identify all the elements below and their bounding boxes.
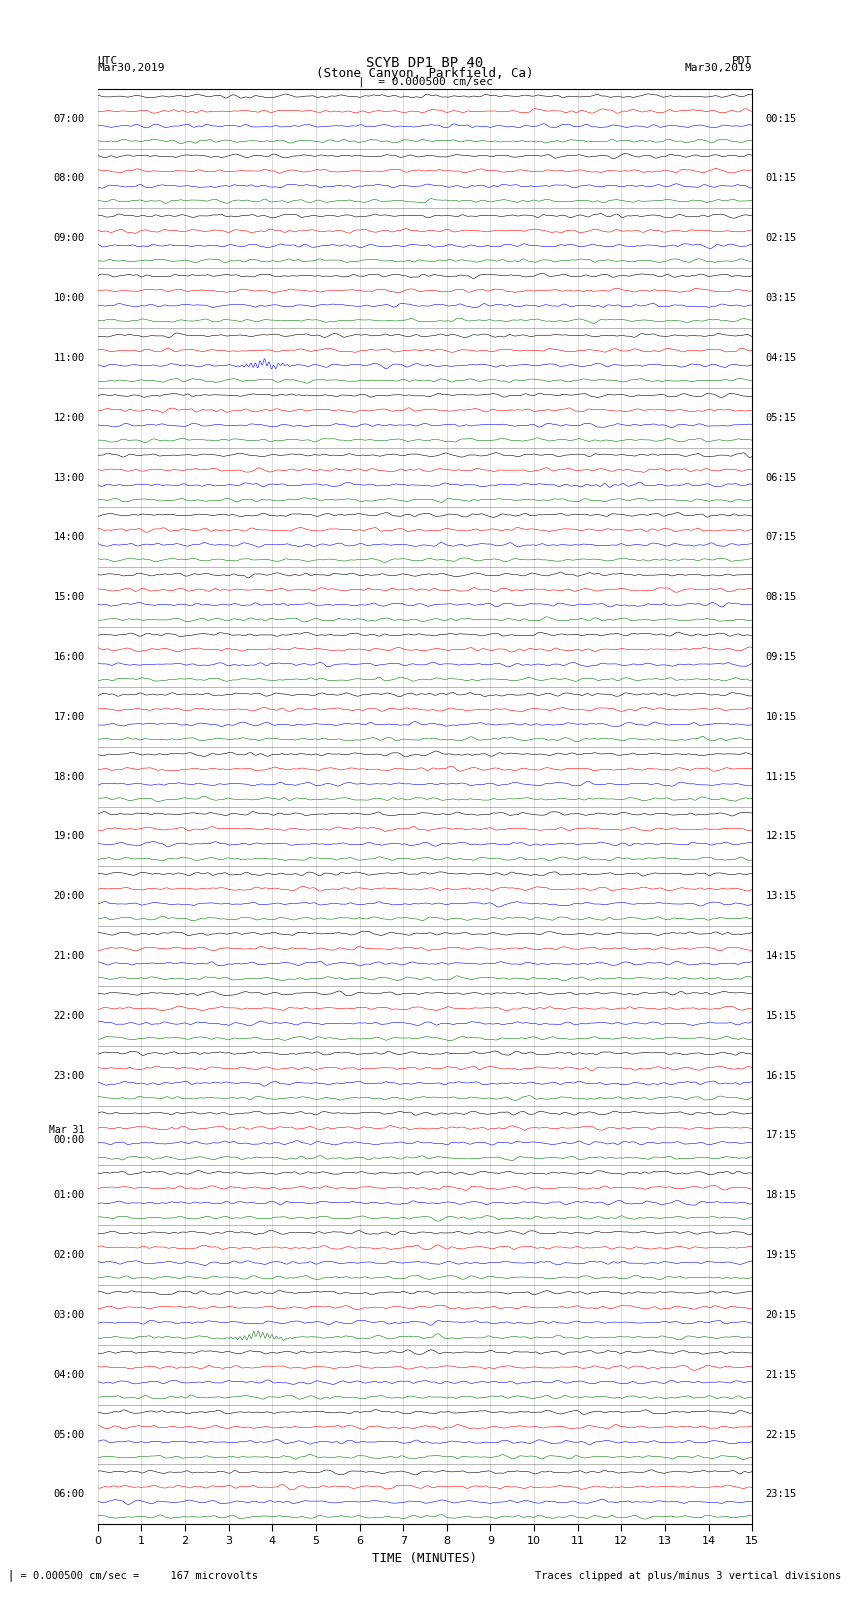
Text: 05:00: 05:00 <box>54 1429 85 1439</box>
Text: 01:00: 01:00 <box>54 1190 85 1200</box>
Text: 22:00: 22:00 <box>54 1011 85 1021</box>
Text: Mar30,2019: Mar30,2019 <box>685 63 752 73</box>
Text: 11:15: 11:15 <box>765 771 796 782</box>
Text: 21:15: 21:15 <box>765 1369 796 1379</box>
Text: 09:15: 09:15 <box>765 652 796 661</box>
Text: 11:00: 11:00 <box>54 353 85 363</box>
Text: 09:00: 09:00 <box>54 234 85 244</box>
Text: 17:00: 17:00 <box>54 711 85 721</box>
Text: 20:00: 20:00 <box>54 892 85 902</box>
Text: 03:15: 03:15 <box>765 294 796 303</box>
Text: PDT: PDT <box>732 56 752 66</box>
Text: 05:15: 05:15 <box>765 413 796 423</box>
Text: 10:15: 10:15 <box>765 711 796 721</box>
Text: Mar 31: Mar 31 <box>49 1126 85 1136</box>
Text: |  = 0.000500 cm/sec: | = 0.000500 cm/sec <box>358 76 492 87</box>
Text: 04:00: 04:00 <box>54 1369 85 1379</box>
Text: 08:15: 08:15 <box>765 592 796 602</box>
Text: 02:15: 02:15 <box>765 234 796 244</box>
Text: 15:15: 15:15 <box>765 1011 796 1021</box>
Text: 00:15: 00:15 <box>765 113 796 124</box>
X-axis label: TIME (MINUTES): TIME (MINUTES) <box>372 1552 478 1565</box>
Text: 14:15: 14:15 <box>765 952 796 961</box>
Text: 06:00: 06:00 <box>54 1489 85 1500</box>
Text: 16:15: 16:15 <box>765 1071 796 1081</box>
Text: 15:00: 15:00 <box>54 592 85 602</box>
Text: 12:00: 12:00 <box>54 413 85 423</box>
Text: 18:15: 18:15 <box>765 1190 796 1200</box>
Text: 06:15: 06:15 <box>765 473 796 482</box>
Text: 13:00: 13:00 <box>54 473 85 482</box>
Text: Traces clipped at plus/minus 3 vertical divisions: Traces clipped at plus/minus 3 vertical … <box>536 1571 842 1581</box>
Text: 03:00: 03:00 <box>54 1310 85 1319</box>
Text: 01:15: 01:15 <box>765 174 796 184</box>
Text: Mar30,2019: Mar30,2019 <box>98 63 165 73</box>
Text: SCYB DP1 BP 40: SCYB DP1 BP 40 <box>366 56 484 71</box>
Text: 17:15: 17:15 <box>765 1131 796 1140</box>
Text: 08:00: 08:00 <box>54 174 85 184</box>
Text: 18:00: 18:00 <box>54 771 85 782</box>
Text: 00:00: 00:00 <box>54 1136 85 1145</box>
Text: 23:15: 23:15 <box>765 1489 796 1500</box>
Text: 07:00: 07:00 <box>54 113 85 124</box>
Text: 23:00: 23:00 <box>54 1071 85 1081</box>
Text: 21:00: 21:00 <box>54 952 85 961</box>
Text: (Stone Canyon, Parkfield, Ca): (Stone Canyon, Parkfield, Ca) <box>316 66 534 79</box>
Text: 20:15: 20:15 <box>765 1310 796 1319</box>
Text: 10:00: 10:00 <box>54 294 85 303</box>
Text: ⎮ = 0.000500 cm/sec =     167 microvolts: ⎮ = 0.000500 cm/sec = 167 microvolts <box>8 1569 258 1581</box>
Text: 07:15: 07:15 <box>765 532 796 542</box>
Text: 16:00: 16:00 <box>54 652 85 661</box>
Text: 14:00: 14:00 <box>54 532 85 542</box>
Text: 19:00: 19:00 <box>54 831 85 842</box>
Text: 12:15: 12:15 <box>765 831 796 842</box>
Text: 22:15: 22:15 <box>765 1429 796 1439</box>
Text: 13:15: 13:15 <box>765 892 796 902</box>
Text: 02:00: 02:00 <box>54 1250 85 1260</box>
Text: 04:15: 04:15 <box>765 353 796 363</box>
Text: 19:15: 19:15 <box>765 1250 796 1260</box>
Text: UTC: UTC <box>98 56 118 66</box>
